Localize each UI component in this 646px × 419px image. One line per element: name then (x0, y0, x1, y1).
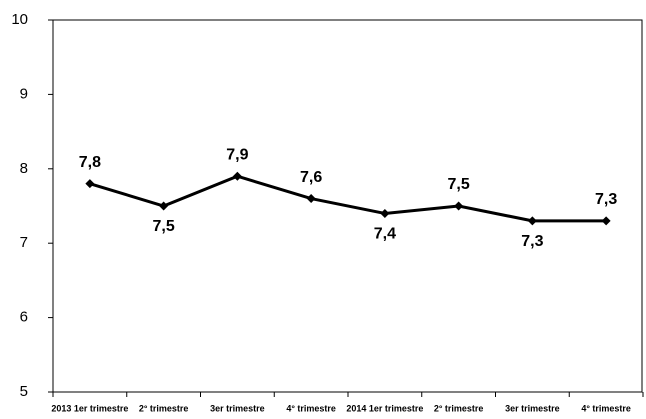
marker (306, 194, 316, 204)
y-tick-label: 5 (20, 383, 28, 400)
value-label: 7,3 (595, 191, 617, 208)
x-tick-label: 2° trimestre (434, 403, 484, 413)
marker (159, 201, 169, 211)
y-tick-label: 8 (20, 160, 28, 177)
marker (232, 171, 242, 181)
value-label: 7,6 (300, 169, 322, 186)
value-label: 7,5 (153, 218, 175, 235)
x-tick-label: 2014 1er trimestre (346, 403, 423, 413)
x-tick-label: 4° trimestre (286, 403, 336, 413)
value-label: 7,4 (374, 226, 396, 243)
value-label: 7,8 (79, 154, 101, 171)
y-tick-label: 7 (20, 234, 28, 251)
y-tick-label: 10 (11, 11, 28, 28)
line (89, 174, 607, 223)
value-label: 7,9 (226, 146, 248, 163)
x-tick-label: 3er trimestre (210, 403, 265, 413)
x-tick-label: 2° trimestre (139, 403, 189, 413)
value-label: 7,5 (448, 176, 470, 193)
marker (85, 179, 95, 189)
marker (380, 208, 390, 218)
marker (527, 216, 537, 226)
y-tick-label: 9 (20, 85, 28, 102)
value-label: 7,3 (521, 233, 543, 250)
x-tick-label: 4° trimestre (581, 403, 631, 413)
marker (601, 216, 611, 226)
x-tick-label: 3er trimestre (505, 403, 560, 413)
y-tick-label: 6 (20, 309, 28, 326)
marker (454, 201, 464, 211)
x-tick-label: 2013 1er trimestre (51, 403, 128, 413)
